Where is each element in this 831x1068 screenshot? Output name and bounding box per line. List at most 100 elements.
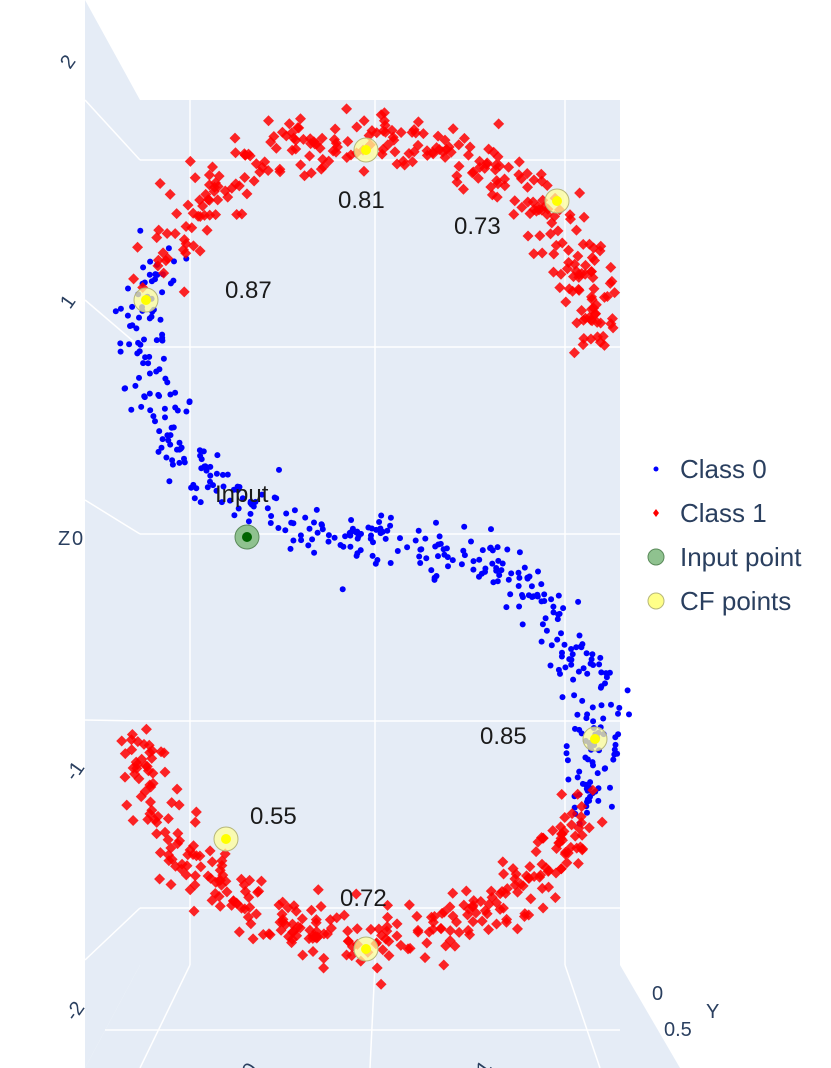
class-0-point [431, 576, 438, 583]
class-0-point [207, 472, 214, 479]
class-1-point [453, 160, 465, 172]
class-1-point [563, 244, 575, 256]
class-0-point [159, 289, 166, 296]
class-1-point [586, 303, 598, 315]
class-1-point [230, 178, 242, 190]
class-1-point [206, 856, 218, 868]
class-1-point [511, 923, 523, 935]
class-0-point [565, 776, 572, 783]
class-0-point [499, 560, 506, 567]
class-1-point [578, 332, 590, 344]
legend-item-class-1[interactable]: Class 1 [653, 498, 767, 528]
y-axis: 0 0.5 Y [652, 983, 719, 1041]
class-1-point [263, 115, 275, 127]
class-1-point [264, 929, 276, 941]
class-1-point [250, 158, 262, 170]
class-1-point [522, 181, 534, 193]
legend-item-class-0[interactable]: Class 0 [653, 454, 767, 484]
class-1-point [247, 933, 259, 945]
class-1-point [351, 923, 363, 935]
class-1-point [568, 347, 580, 359]
class-0-point [204, 484, 211, 491]
class-1-point [230, 897, 242, 909]
class-1-point [307, 945, 319, 957]
class-0-point [148, 313, 155, 320]
class-0-point [504, 546, 511, 553]
class-0-point [505, 576, 512, 583]
class-1-point [241, 188, 253, 200]
class-1-point [294, 922, 306, 934]
gridline-floor-2 [564, 964, 601, 1068]
legend-item-input-point[interactable]: Input point [647, 542, 802, 572]
class-1-point [596, 816, 608, 828]
series-cf-points[interactable] [133, 137, 608, 962]
class-1-point [559, 811, 571, 823]
class-0-point [290, 537, 297, 544]
class-1-point [297, 133, 309, 145]
class-1-point [244, 901, 256, 913]
class-0-point [496, 572, 503, 579]
cf-label-2: 0.73 [454, 213, 501, 240]
class-0-point [563, 743, 570, 750]
class-0-point [358, 530, 364, 537]
y-axis-label: Y [706, 1001, 719, 1023]
class-1-point [382, 899, 394, 911]
class-0-point [191, 495, 198, 502]
class-0-point [146, 353, 153, 360]
class-0-point [159, 334, 166, 341]
class-1-point [583, 822, 595, 834]
class-1-point [605, 261, 617, 273]
class-1-point [177, 244, 189, 256]
class-1-point [144, 796, 156, 808]
class-0-point [156, 366, 163, 373]
gridline-side-4 [84, 907, 141, 961]
class-0-point [482, 565, 489, 572]
class-0-point [245, 518, 252, 525]
y-tick-05: 0.5 [664, 1019, 692, 1041]
class-1-point [447, 887, 459, 899]
class-0-point [167, 441, 174, 448]
class-1-point [341, 151, 353, 163]
class-1-point [307, 932, 319, 944]
class-1-point [172, 827, 184, 839]
class-1-point [171, 208, 183, 220]
class-0-point [181, 459, 188, 466]
class-0-point [247, 500, 254, 506]
class-1-point [277, 913, 289, 925]
class-1-point [142, 814, 154, 826]
class-1-point [554, 282, 566, 294]
class-0-point [572, 725, 578, 732]
class-0-point [347, 543, 354, 550]
class-0-point [575, 668, 582, 675]
class-1-point [411, 910, 423, 922]
class-1-point [395, 127, 407, 139]
class-0-point [147, 258, 154, 265]
class-0-point [164, 432, 171, 439]
class-0-point [583, 715, 590, 722]
cf-label-1: 0.81 [338, 187, 385, 214]
class-0-point [548, 642, 555, 649]
class-0-point [562, 664, 569, 671]
class-0-point [354, 550, 361, 557]
class-0-point [264, 505, 271, 512]
class-1-point [316, 132, 328, 144]
class-0-point [404, 544, 411, 551]
class-1-point [255, 875, 267, 887]
class-0-point [197, 452, 204, 459]
class-0-point [432, 543, 439, 550]
class-0-point [524, 574, 531, 581]
class-1-point [523, 873, 535, 885]
class-0-point [167, 391, 174, 398]
class-1-point [556, 788, 568, 800]
input-point-marker[interactable] [234, 524, 260, 550]
legend-item-cf-points[interactable]: CF points [647, 586, 791, 616]
class-1-point [140, 723, 152, 735]
class-0-point [468, 538, 474, 545]
class-0-point [291, 507, 298, 514]
class-0-point [164, 379, 171, 386]
class-1-point [421, 937, 433, 949]
class-0-point [352, 529, 359, 536]
class-1-point [188, 905, 200, 917]
class-0-point [433, 519, 439, 526]
